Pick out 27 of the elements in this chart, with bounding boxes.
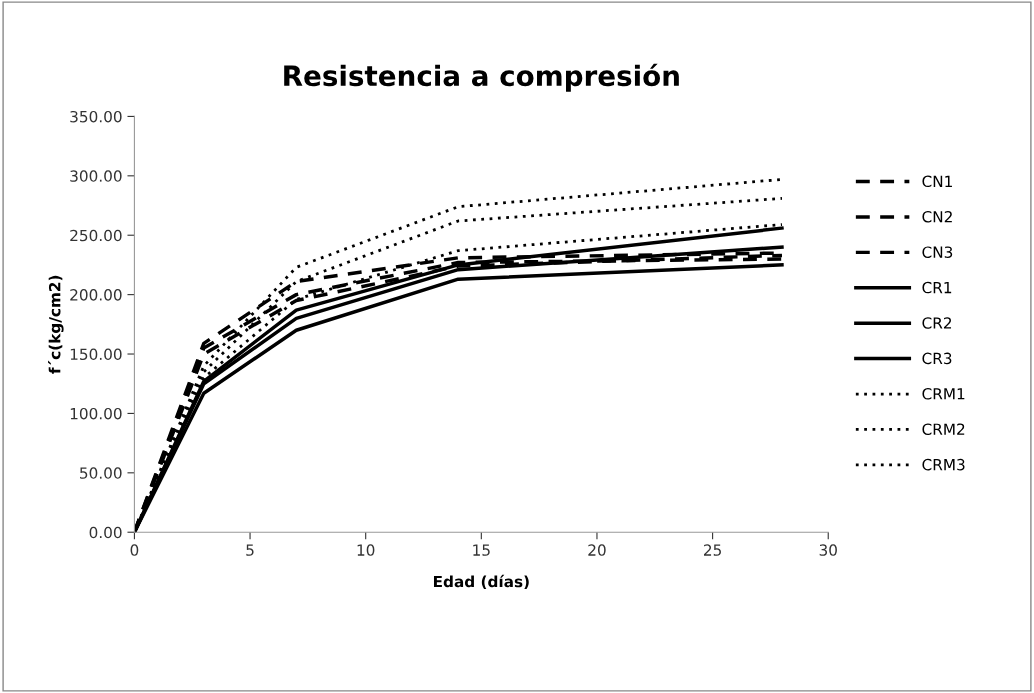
x-tick-label: 0 xyxy=(130,544,139,556)
legend-label: CRM3 xyxy=(922,458,965,471)
y-axis-title: f´c(kg/cm2) xyxy=(48,275,64,374)
y-tick-label: 0.00 xyxy=(89,526,122,539)
x-tick-label: 15 xyxy=(473,544,490,556)
legend-label: CN1 xyxy=(922,175,952,188)
x-tick-label: 5 xyxy=(246,544,254,556)
legend-label: CR2 xyxy=(922,317,952,329)
x-tick-label: 10 xyxy=(357,544,375,556)
x-tick-label: 20 xyxy=(588,544,606,556)
legend-label: CR3 xyxy=(922,352,952,365)
y-tick-label: 350.00 xyxy=(70,110,122,123)
x-tick-label: 25 xyxy=(704,544,721,556)
legend-label: CR1 xyxy=(922,281,952,294)
legend-label: CRM2 xyxy=(922,423,965,435)
y-tick-label: 100.00 xyxy=(70,407,122,420)
y-tick-label: 300.00 xyxy=(70,170,122,182)
legend-label: CN3 xyxy=(922,246,953,258)
y-tick-label: 50.00 xyxy=(80,467,122,479)
x-axis-title: Edad (días) xyxy=(433,574,529,590)
y-tick-label: 150.00 xyxy=(70,348,122,361)
chart-title: Resistencia a compresión xyxy=(284,63,679,92)
y-tick-label: 200.00 xyxy=(70,289,122,301)
x-tick-label: 30 xyxy=(819,544,837,556)
legend-label: CRM1 xyxy=(922,388,965,400)
y-tick-label: 250.00 xyxy=(70,229,122,242)
legend-label: CN2 xyxy=(922,210,952,223)
